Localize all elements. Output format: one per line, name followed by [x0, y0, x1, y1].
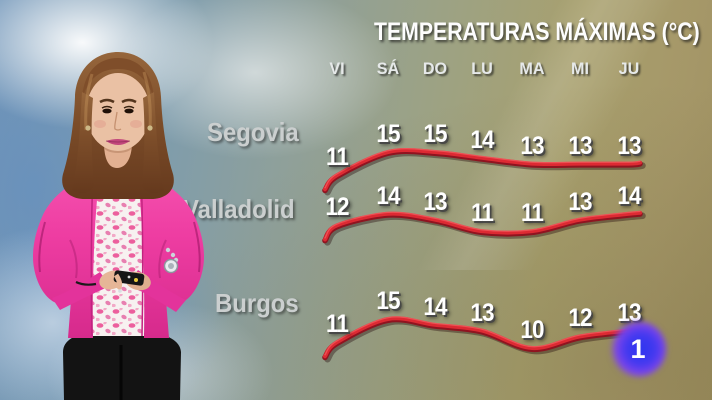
temp-value-segovia-ma: 13: [520, 131, 544, 160]
earring: [147, 125, 153, 131]
face: [86, 73, 150, 151]
day-label-ju: JU: [618, 59, 640, 78]
row-label-burgos: Burgos: [215, 288, 299, 318]
eye: [124, 108, 134, 114]
wrist-watch: [163, 258, 179, 274]
bracelet: [165, 247, 179, 263]
temp-value-valladolid-do: 13: [423, 187, 447, 216]
temp-value-valladolid-ma: 11: [521, 199, 544, 228]
temp-value-segovia-mi: 13: [568, 131, 592, 160]
presenter: [32, 52, 205, 400]
temp-value-burgos-do: 14: [423, 292, 447, 321]
day-label-vi: VI: [329, 59, 345, 78]
channel-number: 1: [630, 333, 646, 364]
page-title: TEMPERATURAS MÁXIMAS (°C): [374, 18, 700, 46]
temp-value-burgos-sá: 15: [376, 287, 400, 315]
temp-value-valladolid-lu: 11: [471, 199, 494, 228]
eyebrow: [99, 98, 115, 104]
ring: [118, 289, 122, 293]
temp-value-valladolid-vi: 12: [325, 193, 349, 222]
temp-value-valladolid-mi: 13: [568, 187, 592, 216]
day-label-sá: SÁ: [376, 59, 400, 78]
day-label-mi: MI: [571, 59, 589, 78]
temp-value-burgos-ma: 10: [520, 316, 544, 344]
temp-value-valladolid-ju: 14: [617, 181, 641, 210]
channel-1-logo: 1: [610, 321, 666, 377]
blouse: [90, 163, 145, 336]
temp-value-segovia-sá: 15: [376, 120, 400, 148]
temp-value-burgos-mi: 12: [568, 304, 592, 333]
eyebrow: [121, 98, 137, 104]
row-label-segovia: Segovia: [207, 117, 299, 147]
temp-value-segovia-lu: 14: [470, 125, 494, 154]
day-label-ma: MA: [519, 59, 545, 78]
day-label-do: DO: [422, 59, 448, 78]
day-label-lu: LU: [471, 59, 493, 78]
temp-value-segovia-ju: 13: [617, 131, 641, 160]
temp-value-valladolid-sá: 14: [376, 181, 400, 210]
temp-value-segovia-vi: 11: [326, 143, 349, 172]
row-label-valladolid: Valladolid: [183, 194, 295, 224]
nose: [114, 111, 122, 131]
earring: [85, 125, 91, 131]
cord-bracelet: [75, 281, 97, 286]
temp-value-burgos-vi: 11: [326, 310, 349, 339]
temp-value-burgos-lu: 13: [470, 298, 494, 327]
eye: [102, 108, 112, 114]
head: [62, 52, 174, 199]
temp-value-segovia-do: 15: [423, 120, 447, 148]
